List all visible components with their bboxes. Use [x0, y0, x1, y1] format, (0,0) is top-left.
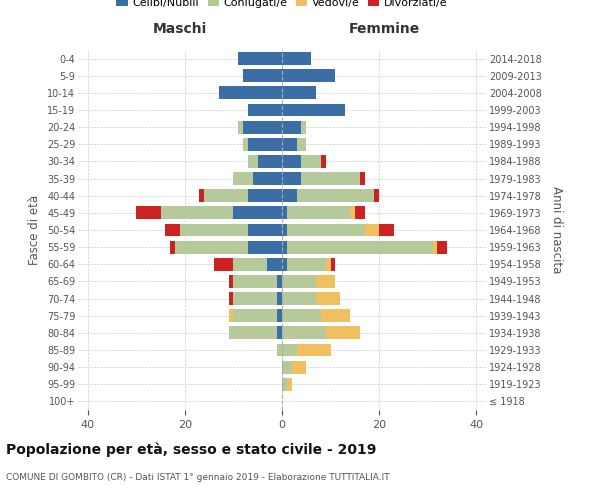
Bar	[248, 138, 282, 150]
Bar	[233, 292, 277, 305]
Text: Popolazione per età, sesso e stato civile - 2019: Popolazione per età, sesso e stato civil…	[6, 442, 376, 457]
Bar	[233, 258, 268, 270]
Bar	[248, 155, 258, 168]
Bar	[287, 240, 433, 254]
Bar	[199, 190, 204, 202]
Bar	[233, 275, 277, 288]
Bar	[355, 206, 365, 220]
Bar	[287, 206, 350, 220]
Bar	[296, 344, 331, 356]
Bar	[170, 240, 175, 254]
Bar	[374, 190, 379, 202]
Bar	[233, 310, 277, 322]
Bar	[326, 326, 360, 340]
Bar	[301, 172, 360, 185]
Text: Femmine: Femmine	[349, 22, 419, 36]
Bar	[277, 275, 282, 288]
Bar	[316, 275, 335, 288]
Bar	[282, 86, 316, 100]
Bar	[253, 172, 282, 185]
Bar	[301, 120, 306, 134]
Bar	[296, 190, 374, 202]
Bar	[282, 360, 292, 374]
Text: COMUNE DI GOMBITO (CR) - Dati ISTAT 1° gennaio 2019 - Elaborazione TUTTITALIA.IT: COMUNE DI GOMBITO (CR) - Dati ISTAT 1° g…	[6, 472, 389, 482]
Bar	[282, 104, 345, 117]
Bar	[350, 206, 355, 220]
Bar	[301, 155, 321, 168]
Bar	[166, 224, 180, 236]
Bar	[277, 344, 282, 356]
Bar	[282, 206, 287, 220]
Bar	[331, 258, 335, 270]
Bar	[204, 190, 248, 202]
Bar	[238, 52, 282, 65]
Bar	[321, 155, 326, 168]
Bar	[243, 138, 248, 150]
Bar	[282, 326, 326, 340]
Bar	[282, 138, 296, 150]
Y-axis label: Anni di nascita: Anni di nascita	[550, 186, 563, 274]
Bar	[282, 258, 287, 270]
Bar	[248, 104, 282, 117]
Bar	[277, 326, 282, 340]
Bar	[282, 275, 316, 288]
Bar	[282, 190, 296, 202]
Bar	[287, 224, 365, 236]
Bar	[326, 258, 331, 270]
Bar	[238, 120, 243, 134]
Bar	[268, 258, 282, 270]
Bar	[229, 292, 233, 305]
Bar	[248, 224, 282, 236]
Bar	[282, 52, 311, 65]
Bar	[316, 292, 340, 305]
Bar	[233, 206, 282, 220]
Bar	[365, 224, 379, 236]
Bar	[277, 292, 282, 305]
Bar	[248, 240, 282, 254]
Bar	[282, 310, 321, 322]
Bar	[233, 172, 253, 185]
Bar	[287, 258, 326, 270]
Bar	[379, 224, 394, 236]
Bar	[282, 240, 287, 254]
Bar	[292, 360, 306, 374]
Bar	[360, 172, 365, 185]
Bar	[287, 378, 292, 390]
Bar	[214, 258, 233, 270]
Bar	[229, 310, 233, 322]
Bar	[229, 275, 233, 288]
Bar	[282, 172, 301, 185]
Bar	[136, 206, 161, 220]
Bar	[282, 120, 301, 134]
Bar	[282, 70, 335, 82]
Bar	[161, 206, 233, 220]
Bar	[282, 155, 301, 168]
Bar	[433, 240, 437, 254]
Bar	[243, 70, 282, 82]
Bar	[282, 224, 287, 236]
Text: Maschi: Maschi	[153, 22, 207, 36]
Bar	[437, 240, 447, 254]
Bar	[243, 120, 282, 134]
Bar	[321, 310, 350, 322]
Bar	[175, 240, 248, 254]
Y-axis label: Fasce di età: Fasce di età	[28, 195, 41, 265]
Bar	[296, 138, 306, 150]
Bar	[219, 86, 282, 100]
Bar	[229, 326, 277, 340]
Bar	[258, 155, 282, 168]
Bar	[282, 378, 287, 390]
Bar	[180, 224, 248, 236]
Bar	[282, 292, 316, 305]
Bar	[282, 344, 296, 356]
Bar	[248, 190, 282, 202]
Legend: Celibi/Nubili, Coniugati/e, Vedovi/e, Divorziati/e: Celibi/Nubili, Coniugati/e, Vedovi/e, Di…	[112, 0, 452, 12]
Bar	[277, 310, 282, 322]
